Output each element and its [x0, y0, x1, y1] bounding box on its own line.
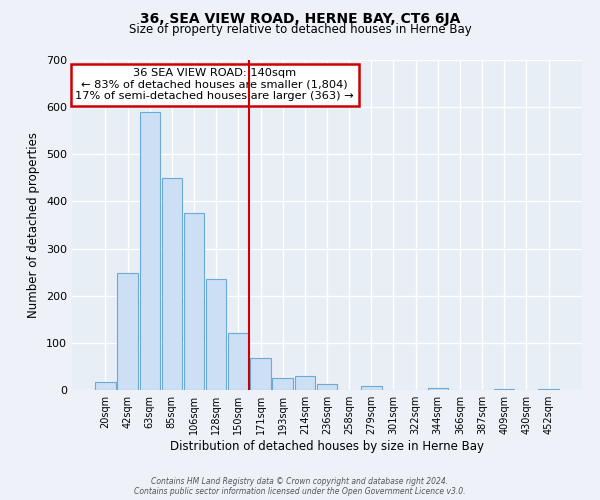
- Bar: [140, 112, 160, 390]
- Bar: [228, 334, 248, 390]
- Text: 36, SEA VIEW ROAD, HERNE BAY, CT6 6JA: 36, SEA VIEW ROAD, HERNE BAY, CT6 6JA: [140, 12, 460, 26]
- Text: Size of property relative to detached houses in Herne Bay: Size of property relative to detached ho…: [128, 22, 472, 36]
- Y-axis label: Number of detached properties: Number of detached properties: [28, 132, 40, 318]
- Bar: [184, 213, 204, 390]
- Bar: [118, 273, 138, 390]
- Text: Contains HM Land Registry data © Crown copyright and database right 2024.
Contai: Contains HM Land Registry data © Crown c…: [134, 476, 466, 496]
- Bar: [272, 378, 293, 390]
- Bar: [428, 388, 448, 390]
- Bar: [250, 358, 271, 390]
- Bar: [317, 384, 337, 390]
- X-axis label: Distribution of detached houses by size in Herne Bay: Distribution of detached houses by size …: [170, 440, 484, 453]
- Bar: [538, 389, 559, 390]
- Bar: [206, 278, 226, 390]
- Text: 36 SEA VIEW ROAD: 140sqm
← 83% of detached houses are smaller (1,804)
17% of sem: 36 SEA VIEW ROAD: 140sqm ← 83% of detach…: [76, 68, 354, 102]
- Bar: [161, 178, 182, 390]
- Bar: [361, 386, 382, 390]
- Bar: [494, 388, 514, 390]
- Bar: [295, 376, 315, 390]
- Bar: [95, 382, 116, 390]
